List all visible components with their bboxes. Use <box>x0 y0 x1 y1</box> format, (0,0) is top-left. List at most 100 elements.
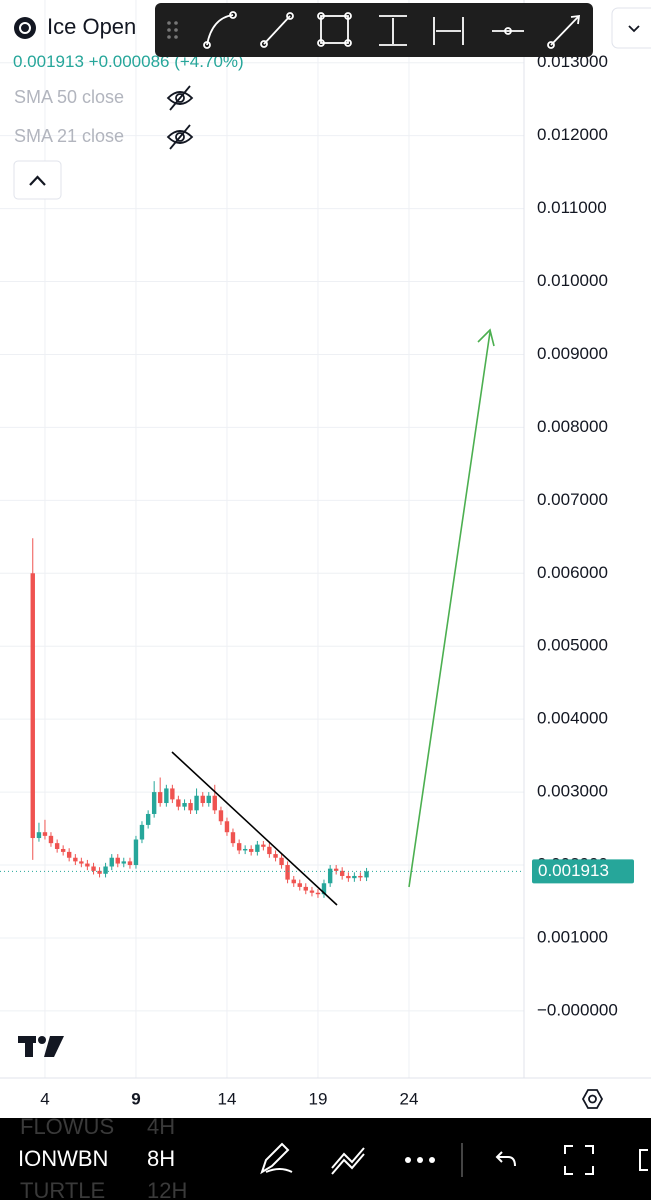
candle-body <box>200 795 205 804</box>
interval-option[interactable]: 12H <box>147 1178 187 1200</box>
dropdown-arrow <box>628 25 640 33</box>
grid <box>0 0 524 1078</box>
y-tick-label: 0.006000 <box>537 563 608 582</box>
candle-body <box>212 795 217 811</box>
more-button[interactable] <box>405 1157 435 1163</box>
candle-body <box>303 886 308 891</box>
tv-logo <box>18 1036 64 1057</box>
candle-body <box>127 861 133 866</box>
change: +0.000086 <box>89 52 170 71</box>
candle-body <box>273 854 278 858</box>
undo-button[interactable] <box>495 1151 516 1167</box>
candle-body <box>151 792 157 814</box>
candle-body <box>115 857 120 864</box>
candle-body <box>279 857 284 866</box>
candle-body <box>91 866 96 871</box>
candle-body <box>60 848 66 852</box>
candle-body <box>242 848 248 851</box>
x-tick-label: 14 <box>218 1089 237 1108</box>
price-label-bg <box>532 859 634 884</box>
candle-body <box>327 868 333 884</box>
y-tick-label: 0.004000 <box>537 709 608 728</box>
candle-body <box>109 857 114 867</box>
symbol-option[interactable]: FLOWUS <box>20 1114 114 1139</box>
price: 0.001913 <box>13 52 84 71</box>
candle-body <box>194 795 199 811</box>
candle-body <box>66 851 72 858</box>
candle-body <box>333 868 339 871</box>
date-range-tool[interactable] <box>433 17 464 45</box>
candle-body <box>346 875 351 879</box>
fullscreen-button[interactable] <box>564 1145 594 1175</box>
candle-body <box>291 879 296 884</box>
interval-option[interactable]: 4H <box>147 1114 175 1139</box>
x-tick-label: 19 <box>309 1089 328 1108</box>
candle-body <box>285 865 290 880</box>
axes: −0.0000000.0010000.0020000.0030000.00400… <box>40 52 634 1108</box>
change-percent: (+4.70%) <box>174 52 243 71</box>
candle-body <box>339 870 345 876</box>
price-label: 0.001913 <box>538 861 609 880</box>
candle-body <box>309 890 315 893</box>
indicators-button[interactable] <box>331 1147 365 1175</box>
interval-option[interactable]: 8H <box>147 1146 175 1171</box>
candle-body <box>85 863 90 867</box>
candle-body <box>103 866 108 874</box>
chevron-up <box>29 175 46 186</box>
edge-button[interactable] <box>639 1149 648 1171</box>
candle-body <box>261 844 266 847</box>
candle-body <box>73 857 78 862</box>
candle-body <box>206 795 211 804</box>
indicator-label[interactable]: SMA 21 close <box>14 126 124 146</box>
candle-body <box>297 883 302 887</box>
symbol-logo <box>14 17 36 39</box>
candle-body <box>157 792 163 804</box>
candle-body <box>188 803 193 811</box>
y-tick-label: 0.001000 <box>537 927 608 946</box>
symbol-option[interactable]: TURTLE <box>20 1178 105 1200</box>
trend-line[interactable] <box>171 751 338 906</box>
indicator-label[interactable]: SMA 50 close <box>14 87 124 107</box>
settings-icon[interactable] <box>581 1089 604 1109</box>
y-tick-label: 0.008000 <box>537 417 608 436</box>
collapse-button[interactable] <box>13 160 62 200</box>
bottom-bar <box>0 1118 651 1200</box>
candle-body <box>230 832 236 844</box>
y-tick-label: 0.005000 <box>537 636 608 655</box>
line-tool[interactable] <box>260 12 294 48</box>
rectangle-tool[interactable] <box>317 12 352 47</box>
candle-body <box>358 875 363 878</box>
candle-body <box>315 892 321 895</box>
symbol-picker[interactable]: FLOWUS 4H IONWBN 8H TURTLE 12H <box>18 1114 187 1200</box>
candle-body <box>267 846 272 855</box>
hide-icon[interactable] <box>166 124 194 150</box>
draw-button[interactable] <box>260 1142 293 1175</box>
x-tick-label: 24 <box>400 1089 419 1108</box>
symbol-name[interactable]: Ice Open <box>47 14 136 39</box>
candle-body <box>79 861 84 864</box>
drag-handle[interactable] <box>167 21 178 39</box>
candle-body <box>133 839 139 866</box>
hide-icon[interactable] <box>166 85 194 111</box>
symbol-header: Ice Open 0.001913 +0.000086 (+4.70%) SMA… <box>13 14 244 200</box>
symbol-option[interactable]: IONWBN <box>18 1146 108 1171</box>
candle-body <box>54 843 60 849</box>
candle-body <box>170 788 175 800</box>
horizontal-ray-tool[interactable] <box>492 27 524 35</box>
curve-tool[interactable] <box>203 11 237 49</box>
y-tick-label: 0.010000 <box>537 271 608 290</box>
candle-body <box>121 861 126 864</box>
y-tick-label: 0.003000 <box>537 782 608 801</box>
candle-body <box>236 843 242 851</box>
arrow-drawing[interactable] <box>408 328 495 888</box>
y-tick-label: 0.009000 <box>537 344 608 363</box>
plot <box>0 538 524 898</box>
price-range-tool[interactable] <box>379 15 407 46</box>
candle-body <box>255 844 260 852</box>
arrow-tool[interactable] <box>547 14 581 49</box>
candle-body <box>30 573 35 839</box>
candle-body <box>139 824 145 840</box>
candle-body <box>364 871 369 878</box>
y-tick-label: 0.012000 <box>537 125 608 144</box>
candle-body <box>248 848 254 852</box>
